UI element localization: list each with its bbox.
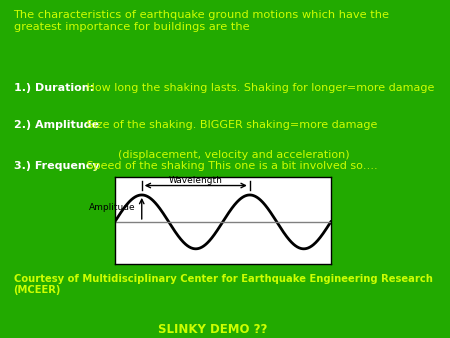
Text: The characteristics of earthquake ground motions which have the
greatest importa: The characteristics of earthquake ground… xyxy=(14,10,390,32)
Text: (displacement, velocity and acceleration): (displacement, velocity and acceleration… xyxy=(83,150,350,160)
Text: 1.) Duration:: 1.) Duration: xyxy=(14,83,94,93)
Text: How long the shaking lasts. Shaking for longer=more damage: How long the shaking lasts. Shaking for … xyxy=(83,83,435,93)
Text: Size of the shaking. BIGGER shaking=more damage: Size of the shaking. BIGGER shaking=more… xyxy=(83,120,378,130)
Text: Wavelength: Wavelength xyxy=(169,176,223,185)
Text: 2.) Amplitude: 2.) Amplitude xyxy=(14,120,99,130)
Text: Amplitude: Amplitude xyxy=(89,203,136,212)
Text: SLINKY DEMO ??: SLINKY DEMO ?? xyxy=(158,323,267,336)
Text: Speed of the shaking This one is a bit involved so….: Speed of the shaking This one is a bit i… xyxy=(83,161,378,171)
Text: Courtesy of Multidisciplinary Center for Earthquake Engineering Research
(MCEER): Courtesy of Multidisciplinary Center for… xyxy=(14,274,432,295)
Text: 3.) Frequency: 3.) Frequency xyxy=(14,161,99,171)
